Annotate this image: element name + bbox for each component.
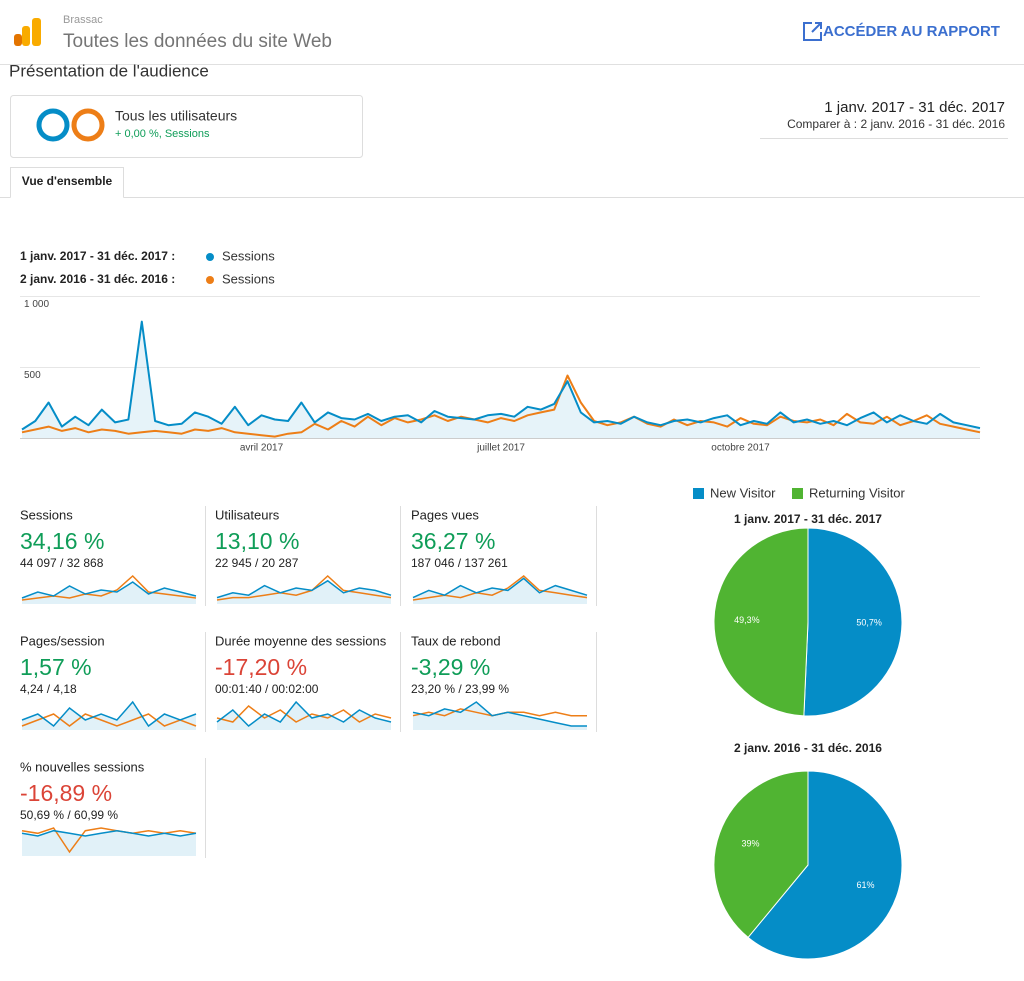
metric-figures: 23,20 % / 23,99 %	[411, 682, 509, 696]
segment-icon	[71, 108, 105, 142]
x-tick-label: avril 2017	[240, 443, 284, 454]
sparkline	[216, 700, 392, 727]
series-line	[21, 374, 981, 438]
sparkline-area	[413, 702, 587, 730]
metric-figures: 50,69 % / 60,99 %	[20, 808, 118, 822]
metric-change: 34,16 %	[20, 528, 104, 554]
metric-label: Pages/session	[20, 633, 105, 648]
sparkline	[21, 574, 197, 601]
sparkline-area	[217, 702, 391, 730]
pie-label: 61%	[856, 880, 874, 890]
report-link[interactable]: ACCÉDER AU RAPPORT	[823, 23, 1000, 40]
tab-label[interactable]: Vue d'ensemble	[22, 174, 113, 188]
pie-slice	[803, 527, 903, 717]
metric-change: -16,89 %	[20, 780, 112, 806]
metric-label: % nouvelles sessions	[20, 759, 145, 774]
metric-label: Pages vues	[411, 507, 479, 522]
metric-change: -3,29 %	[411, 654, 490, 680]
compare-range[interactable]: Comparer à : 2 janv. 2016 - 31 déc. 2016	[787, 117, 1005, 131]
metric-figures: 44 097 / 32 868	[20, 556, 104, 570]
metric-change: -17,20 %	[215, 654, 307, 680]
y-tick-label: 500	[24, 370, 41, 381]
sparkline	[21, 829, 197, 837]
sparkline	[412, 577, 588, 599]
series-line	[21, 320, 981, 431]
sparkline	[21, 700, 197, 728]
x-tick-label: juillet 2017	[476, 443, 525, 454]
pie-label: 39%	[742, 839, 760, 849]
sparkline	[21, 827, 197, 854]
metric-label: Taux de rebond	[411, 633, 501, 648]
pie-slice	[713, 527, 809, 717]
metric-change: 13,10 %	[215, 528, 299, 554]
sparkline-area	[22, 830, 196, 856]
metric-figures: 187 046 / 137 261	[411, 556, 508, 570]
metric-change: 36,27 %	[411, 528, 495, 554]
sparkline	[412, 701, 587, 727]
legend-period: 1 janv. 2017 - 31 déc. 2017 :	[20, 249, 175, 263]
pie-slice	[747, 770, 903, 960]
pie-label: 49,3%	[734, 615, 760, 625]
pie-label: 50,7%	[856, 618, 882, 628]
metric-figures: 4,24 / 4,18	[20, 682, 77, 696]
legend-label: Sessions	[222, 248, 275, 263]
legend-label: Returning Visitor	[809, 485, 906, 500]
pie-slice	[713, 770, 809, 939]
legend-swatch	[693, 488, 704, 499]
metric-label: Sessions	[20, 507, 73, 522]
date-range[interactable]: 1 janv. 2017 - 31 déc. 2017	[824, 99, 1005, 116]
x-tick-label: octobre 2017	[711, 443, 770, 454]
sparkline	[21, 713, 197, 727]
external-link-icon[interactable]	[803, 22, 822, 41]
sparkline	[412, 575, 588, 601]
view-title: Toutes les données du site Web	[63, 31, 332, 52]
pie-title: 1 janv. 2017 - 31 déc. 2017	[734, 512, 882, 526]
pie-title: 2 janv. 2016 - 31 déc. 2016	[734, 741, 882, 755]
metric-figures: 00:01:40 / 00:02:00	[215, 682, 319, 696]
legend-label: New Visitor	[710, 485, 776, 500]
property-name: Brassac	[63, 14, 103, 26]
segment-note: + 0,00 %, Sessions	[115, 128, 210, 140]
metric-change: 1,57 %	[20, 654, 92, 680]
legend-marker	[206, 276, 214, 284]
sparkline	[216, 705, 392, 723]
ga-logo	[14, 18, 41, 46]
legend-swatch	[792, 488, 803, 499]
metric-figures: 22 945 / 20 287	[215, 556, 299, 570]
tab-box[interactable]	[10, 167, 124, 198]
legend-period: 2 janv. 2016 - 31 déc. 2016 :	[20, 272, 175, 286]
legend-marker	[206, 253, 214, 261]
segment-box[interactable]	[10, 95, 363, 158]
metric-label: Utilisateurs	[215, 507, 280, 522]
segment-icon	[36, 108, 70, 142]
series-area	[22, 321, 980, 438]
sparkline	[216, 579, 392, 599]
legend-label: Sessions	[222, 271, 275, 286]
sparkline	[216, 574, 392, 601]
y-tick-label: 1 000	[24, 299, 49, 310]
metric-label: Durée moyenne des sessions	[215, 633, 387, 648]
segment-name: Tous les utilisateurs	[115, 108, 237, 124]
page-title: Présentation de l'audience	[9, 61, 209, 80]
sparkline	[21, 581, 197, 599]
